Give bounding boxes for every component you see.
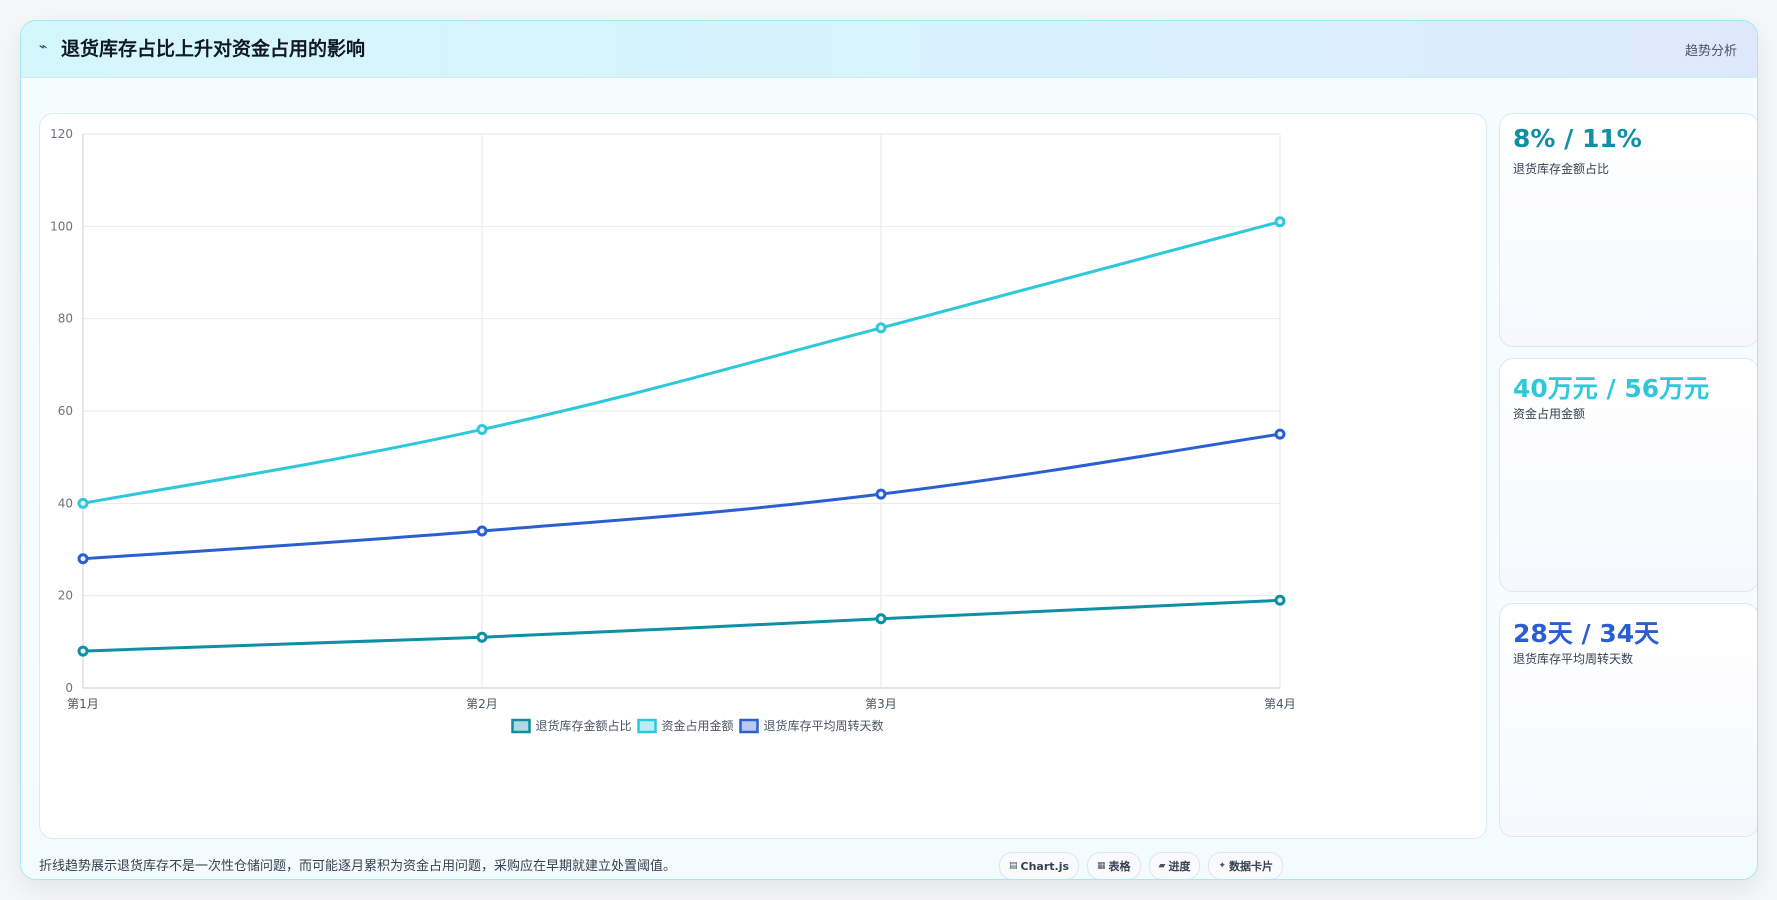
- chip-label: Chart.js: [1020, 859, 1070, 873]
- table-icon: ▦: [1097, 861, 1106, 871]
- legend-label: 退货库存平均周转天数: [764, 718, 884, 733]
- chart-grid: [82, 133, 1281, 689]
- data-point: [476, 423, 488, 435]
- y-tick-label: 60: [58, 404, 73, 418]
- chart-series: [77, 216, 1286, 657]
- page-title: 退货库存占比上升对资金占用的影响: [61, 38, 366, 60]
- chart-icon: ▤: [1009, 861, 1018, 871]
- series-line-2: [82, 220, 1281, 505]
- legend-swatch: [739, 718, 759, 734]
- chip-data-card[interactable]: ✦ 数据卡片: [1208, 852, 1284, 879]
- legend-swatch: [511, 718, 531, 734]
- data-point: [77, 645, 89, 657]
- series-line-3: [82, 432, 1281, 561]
- kpi-label: 退货库存平均周转天数: [1513, 652, 1634, 666]
- chip-chartjs[interactable]: ▤ Chart.js: [999, 852, 1080, 879]
- chip-label: 进度: [1168, 860, 1191, 873]
- chart-legend: 退货库存金额占比 资金占用金额 退货库存平均周转天数: [511, 718, 884, 734]
- legend-label: 退货库存金额占比: [536, 718, 632, 733]
- card-body: 0 20 40 60 80 100 120 第1月 第2月 第3月 第4月 退货库存金额占比 资金占用…: [21, 78, 1757, 879]
- kpi-card-return-ratio: 8% / 11% 退货库存金额占比: [1499, 113, 1757, 347]
- data-point: [77, 553, 89, 565]
- x-tick-label: 第1月: [67, 697, 99, 711]
- y-tick-label: 20: [58, 589, 73, 603]
- feature-chips: ▤ Chart.js ▦ 表格 ▰ 进度 ✦ 数据卡片: [999, 852, 1284, 879]
- x-tick-label: 第3月: [865, 697, 897, 711]
- y-tick-label: 40: [58, 496, 73, 510]
- chart-axes: 0 20 40 60 80 100 120 第1月 第2月 第3月 第4月: [50, 127, 1296, 711]
- kpi-label: 资金占用金额: [1513, 407, 1586, 421]
- chip-table[interactable]: ▦ 表格: [1087, 852, 1141, 879]
- y-tick-label: 120: [50, 127, 73, 141]
- y-tick-label: 0: [65, 681, 73, 695]
- kpi-label: 退货库存金额占比: [1513, 162, 1610, 176]
- data-point: [1274, 216, 1286, 228]
- trend-line-icon: ⌁: [39, 39, 48, 55]
- legend-swatch: [637, 718, 657, 734]
- data-point: [875, 613, 887, 625]
- y-tick-label: 100: [50, 219, 73, 233]
- data-point: [77, 497, 89, 509]
- x-tick-label: 第2月: [466, 697, 498, 711]
- dashboard-card: ⌁ 退货库存占比上升对资金占用的影响 趋势分析 0 20 40 60 80 100 120 第…: [20, 20, 1758, 880]
- card-header: ⌁ 退货库存占比上升对资金占用的影响 趋势分析: [21, 21, 1757, 78]
- data-point: [476, 525, 488, 537]
- kpi-value: 28天 / 34天: [1513, 619, 1660, 648]
- y-tick-label: 80: [58, 312, 73, 326]
- kpi-card-turnover: 28天 / 34天 退货库存平均周转天数: [1499, 603, 1757, 837]
- sparkle-icon: ✦: [1218, 861, 1227, 871]
- data-point: [875, 488, 887, 500]
- kpi-card-capital: 40万元 / 56万元 资金占用金额: [1499, 358, 1757, 592]
- chip-progress[interactable]: ▰ 进度: [1148, 852, 1201, 879]
- legend-label: 资金占用金额: [662, 718, 734, 733]
- data-point: [476, 631, 488, 643]
- data-point: [1274, 428, 1286, 440]
- data-point: [875, 322, 887, 334]
- series-line-1: [82, 598, 1281, 653]
- progress-icon: ▰: [1158, 861, 1166, 871]
- chip-label: 数据卡片: [1229, 860, 1274, 873]
- data-point: [1274, 594, 1286, 606]
- chart-footnote: 折线趋势展示退货库存不是一次性仓储问题，而可能逐月累积为资金占用问题，采购应在早…: [39, 859, 677, 874]
- kpi-value: 8% / 11%: [1513, 124, 1642, 153]
- kpi-value: 40万元 / 56万元: [1513, 374, 1710, 403]
- chip-label: 表格: [1108, 860, 1131, 873]
- header-tag: 趋势分析: [1684, 44, 1737, 59]
- x-tick-label: 第4月: [1264, 697, 1296, 711]
- chart-panel: 0 20 40 60 80 100 120 第1月 第2月 第3月 第4月 退货库存金额占比 资金占用…: [39, 113, 1487, 839]
- line-chart: 0 20 40 60 80 100 120 第1月 第2月 第3月 第4月 退货库存金额占比 资金占用…: [50, 127, 1296, 734]
